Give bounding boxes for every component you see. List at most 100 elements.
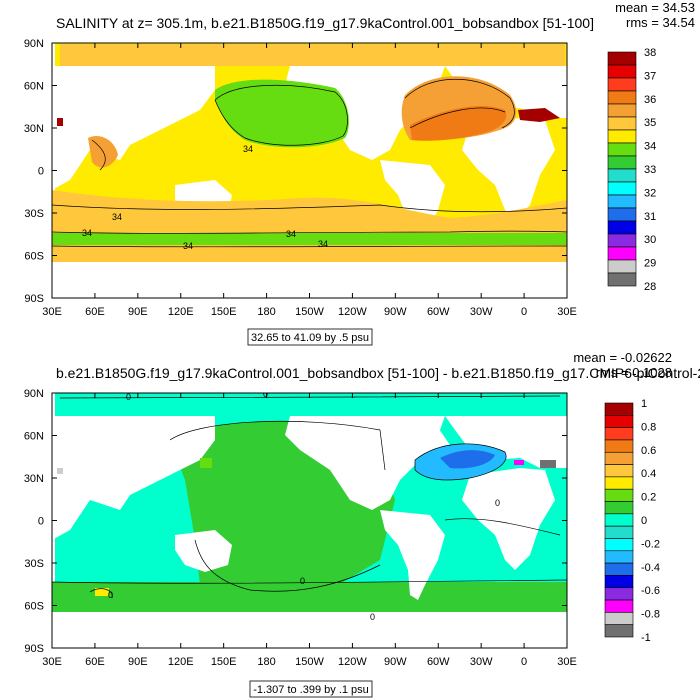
- panel1-contour-labels: 34 34 34 34 34 34: [82, 144, 328, 251]
- x-tick-label: 150E: [211, 656, 237, 668]
- x-tick-label: 180: [257, 306, 275, 318]
- panel1-range-box: [247, 328, 373, 346]
- colorbar-swatch: [604, 562, 634, 576]
- colorbar-swatch: [607, 116, 637, 131]
- x-tick-label: 90E: [128, 656, 148, 668]
- colorbar-swatch: [607, 181, 637, 196]
- colorbar-label: 34: [644, 141, 656, 153]
- colorbar-swatch: [604, 538, 634, 552]
- x-tick-label: 0: [521, 656, 527, 668]
- panel2-range-label: -1.307 to .399 by .1 psu: [253, 684, 369, 696]
- colorbar-swatch: [604, 587, 634, 601]
- colorbar-swatch: [604, 402, 634, 416]
- colorbar-label: 28: [644, 281, 656, 293]
- contour-label: 0: [370, 612, 375, 622]
- y-tick-label: 90N: [24, 388, 44, 400]
- land-greenland: [395, 416, 445, 440]
- land-antarctica: [52, 612, 567, 648]
- colorbar-label: 37: [644, 70, 656, 82]
- south-subtropical-band: [52, 190, 567, 235]
- grey-patch-left: [57, 468, 63, 474]
- y-tick-label: 90N: [24, 38, 44, 50]
- y-tick-label: 90S: [24, 643, 44, 655]
- panel2-mean: mean = -0.02622: [573, 350, 672, 365]
- panel2-x-axis: 30E 60E 90E 120E 150E 180 150W 120W 90W 60W 30W 0 30…: [42, 393, 577, 668]
- x-tick-label: 150E: [211, 306, 237, 318]
- southern-ocean-35: [52, 245, 567, 262]
- land-europe: [445, 416, 567, 468]
- arctic-band: [60, 394, 565, 416]
- colorbar-swatch: [604, 575, 634, 589]
- contour-label: 0: [300, 576, 305, 586]
- colorbar-label: 1: [641, 398, 647, 410]
- y-tick-label: 60N: [24, 81, 44, 93]
- x-tick-label: 120W: [338, 656, 367, 668]
- contour-label: 34: [82, 228, 92, 238]
- colorbar-label: -0.8: [641, 609, 660, 621]
- colorbar-swatch: [604, 476, 634, 490]
- land-africa: [462, 118, 555, 220]
- land-antarctica: [52, 262, 567, 298]
- indian-patch: [95, 588, 109, 596]
- colorbar-swatch: [607, 155, 637, 170]
- grey-patch: [540, 460, 556, 468]
- x-tick-label: 90E: [128, 306, 148, 318]
- colorbar-label: 31: [644, 211, 656, 223]
- colorbar-swatch: [607, 220, 637, 235]
- x-tick-label: 180: [257, 656, 275, 668]
- x-tick-label: 60W: [427, 306, 450, 318]
- y-tick-label: 0: [38, 516, 44, 528]
- y-tick-label: 30S: [24, 558, 44, 570]
- colorbar-swatch: [604, 599, 634, 613]
- colorbar-swatch: [607, 129, 637, 144]
- x-tick-label: 30E: [42, 656, 62, 668]
- y-tick-label: 30N: [24, 123, 44, 135]
- x-tick-label: 30W: [470, 306, 493, 318]
- colorbar-swatch: [604, 439, 634, 453]
- colorbar-swatch: [604, 427, 634, 441]
- magenta-patch: [514, 460, 524, 465]
- colorbar-label: 32: [644, 187, 656, 199]
- y-tick-label: 60N: [24, 431, 44, 443]
- x-tick-label: 0: [521, 306, 527, 318]
- panel2-y-axis: 90N 60N 30N 0 30S 60S 90S: [24, 388, 567, 655]
- x-tick-label: 30W: [470, 656, 493, 668]
- land-north-america: [285, 416, 450, 510]
- panel2-colorbar: 1 0.8 0.6 0.4 0.2 0 -0.2 -0.4 -0.6 -0.8 -1: [604, 398, 660, 644]
- panel-salinity: SALINITY at z= 305.1m, b.e21.B1850G.f19_…: [24, 0, 695, 346]
- colorbar-label: 0: [641, 515, 647, 527]
- red-sea-38: [57, 118, 63, 126]
- x-tick-label: 30E: [557, 306, 577, 318]
- colorbar-swatch: [604, 525, 634, 539]
- panel-difference: b.e21.B1850G.f19_g17.9kaControl.001_bobs…: [24, 350, 700, 698]
- colorbar-swatch: [607, 207, 637, 222]
- panel1-map: 34 34 34 34 34 34: [52, 43, 567, 298]
- contour-label: 34: [112, 212, 122, 222]
- colorbar-label: 33: [644, 164, 656, 176]
- panel2-range-box: [249, 680, 373, 698]
- colorbar-swatch: [604, 550, 634, 564]
- colorbar-swatch: [604, 612, 634, 625]
- land-asia: [52, 66, 215, 190]
- north-pacific-34: [215, 79, 349, 148]
- contour-label: 34: [318, 239, 328, 249]
- land-asia: [52, 416, 215, 540]
- x-tick-label: 120E: [168, 306, 194, 318]
- colorbar-swatch: [607, 64, 637, 79]
- x-tick-label: 30E: [42, 306, 62, 318]
- panel2-contour-labels: 0 0 0 0 0 0: [108, 392, 500, 622]
- colorbar-label: 36: [644, 94, 656, 106]
- panel1-x-axis: 30E 60E 90E 120E 150E 180 150W 120W 90W 60W 30W 0 30…: [42, 43, 577, 318]
- colorbar-label: 29: [644, 258, 656, 270]
- colorbar-swatch: [607, 90, 637, 105]
- y-tick-label: 60S: [24, 601, 44, 613]
- colorbar-label: 0.2: [641, 492, 656, 504]
- panel2-map: 0 0 0 0 0 0: [52, 392, 567, 648]
- north-atlantic-37: [410, 105, 507, 141]
- contour-label: 0: [126, 392, 131, 402]
- x-tick-label: 150W: [295, 306, 324, 318]
- colorbar-swatch: [604, 513, 634, 527]
- panel1-colorbar: 38 37 36 35 34 33 32 31 30 29 28: [607, 47, 656, 293]
- arctic-band: [60, 44, 565, 66]
